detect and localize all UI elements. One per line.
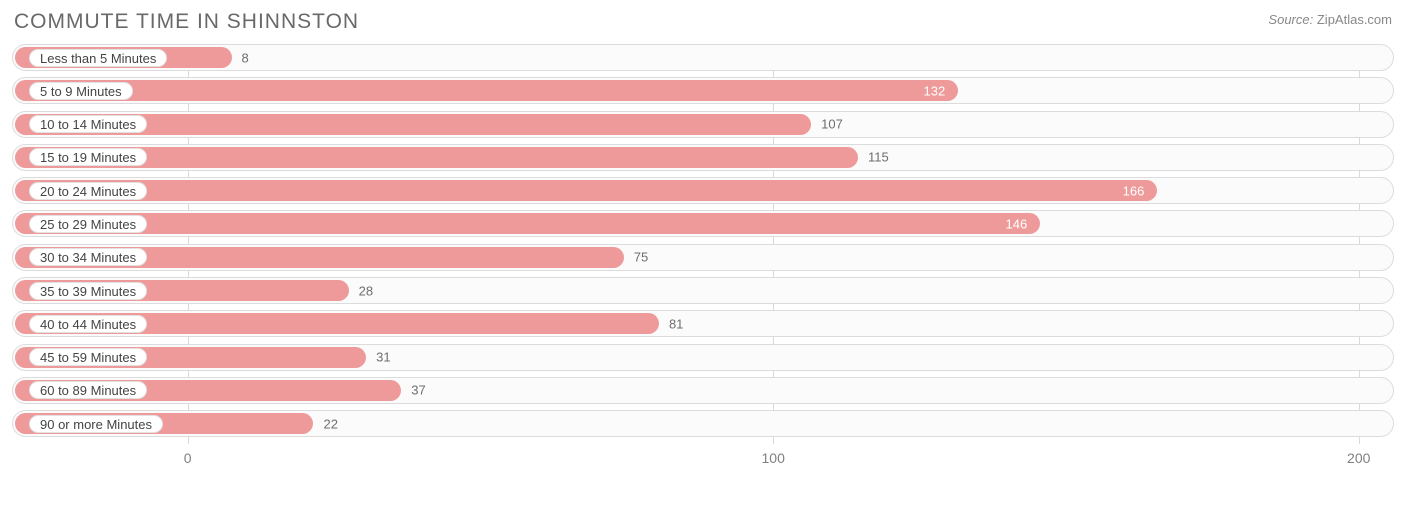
chart-container: COMMUTE TIME IN SHINNSTON Source: ZipAtl… — [0, 0, 1406, 522]
bar-category-label: 90 or more Minutes — [29, 415, 163, 433]
bar-value-label: 28 — [359, 283, 373, 298]
bar-row: 60 to 89 Minutes 37 — [12, 377, 1394, 404]
bar-category-label: 25 to 29 Minutes — [29, 215, 147, 233]
bar-category-label: 10 to 14 Minutes — [29, 115, 147, 133]
bar-category-label: 5 to 9 Minutes — [29, 82, 133, 100]
bar-value-label: 75 — [634, 250, 648, 265]
chart-bars: Less than 5 Minutes 8 5 to 9 Minutes 132 10 … — [12, 44, 1394, 437]
bar-value-label: 8 — [242, 50, 249, 65]
x-axis-tick: 0 — [184, 450, 192, 466]
source-name: ZipAtlas.com — [1317, 12, 1392, 27]
bar-fill — [15, 80, 958, 101]
bar-fill — [15, 213, 1040, 234]
bar-value-label: 146 — [1006, 216, 1028, 231]
bar-category-label: 40 to 44 Minutes — [29, 315, 147, 333]
bar-row: 20 to 24 Minutes 166 — [12, 177, 1394, 204]
bar-row: 15 to 19 Minutes 115 — [12, 144, 1394, 171]
chart-x-axis: 0 100 200 — [12, 444, 1394, 472]
bar-value-label: 115 — [868, 150, 889, 165]
bar-category-label: 30 to 34 Minutes — [29, 248, 147, 266]
chart-header: COMMUTE TIME IN SHINNSTON Source: ZipAtl… — [12, 10, 1394, 34]
bar-row: 5 to 9 Minutes 132 — [12, 77, 1394, 104]
bar-category-label: 45 to 59 Minutes — [29, 348, 147, 366]
bar-row: 10 to 14 Minutes 107 — [12, 111, 1394, 138]
bar-value-label: 22 — [323, 416, 337, 431]
bar-category-label: 15 to 19 Minutes — [29, 148, 147, 166]
chart-plot-area: Less than 5 Minutes 8 5 to 9 Minutes 132 10 … — [12, 44, 1394, 472]
bar-row: 30 to 34 Minutes 75 — [12, 244, 1394, 271]
bar-value-label: 107 — [821, 117, 843, 132]
chart-source: Source: ZipAtlas.com — [1268, 10, 1392, 27]
source-label: Source: — [1268, 12, 1313, 27]
bar-row: 45 to 59 Minutes 31 — [12, 344, 1394, 371]
bar-value-label: 31 — [376, 350, 390, 365]
bar-value-label: 81 — [669, 316, 683, 331]
bar-row: 90 or more Minutes 22 — [12, 410, 1394, 437]
x-axis-tick: 200 — [1347, 450, 1370, 466]
bar-category-label: 35 to 39 Minutes — [29, 282, 147, 300]
bar-row: Less than 5 Minutes 8 — [12, 44, 1394, 71]
bar-row: 35 to 39 Minutes 28 — [12, 277, 1394, 304]
bar-row: 25 to 29 Minutes 146 — [12, 210, 1394, 237]
bar-row: 40 to 44 Minutes 81 — [12, 310, 1394, 337]
bar-value-label: 37 — [411, 383, 425, 398]
chart-title: COMMUTE TIME IN SHINNSTON — [14, 10, 359, 34]
bar-category-label: 60 to 89 Minutes — [29, 381, 147, 399]
bar-fill — [15, 180, 1157, 201]
bar-value-label: 166 — [1123, 183, 1145, 198]
bar-category-label: Less than 5 Minutes — [29, 49, 167, 67]
x-axis-tick: 100 — [762, 450, 785, 466]
bar-category-label: 20 to 24 Minutes — [29, 182, 147, 200]
bar-value-label: 132 — [924, 83, 946, 98]
